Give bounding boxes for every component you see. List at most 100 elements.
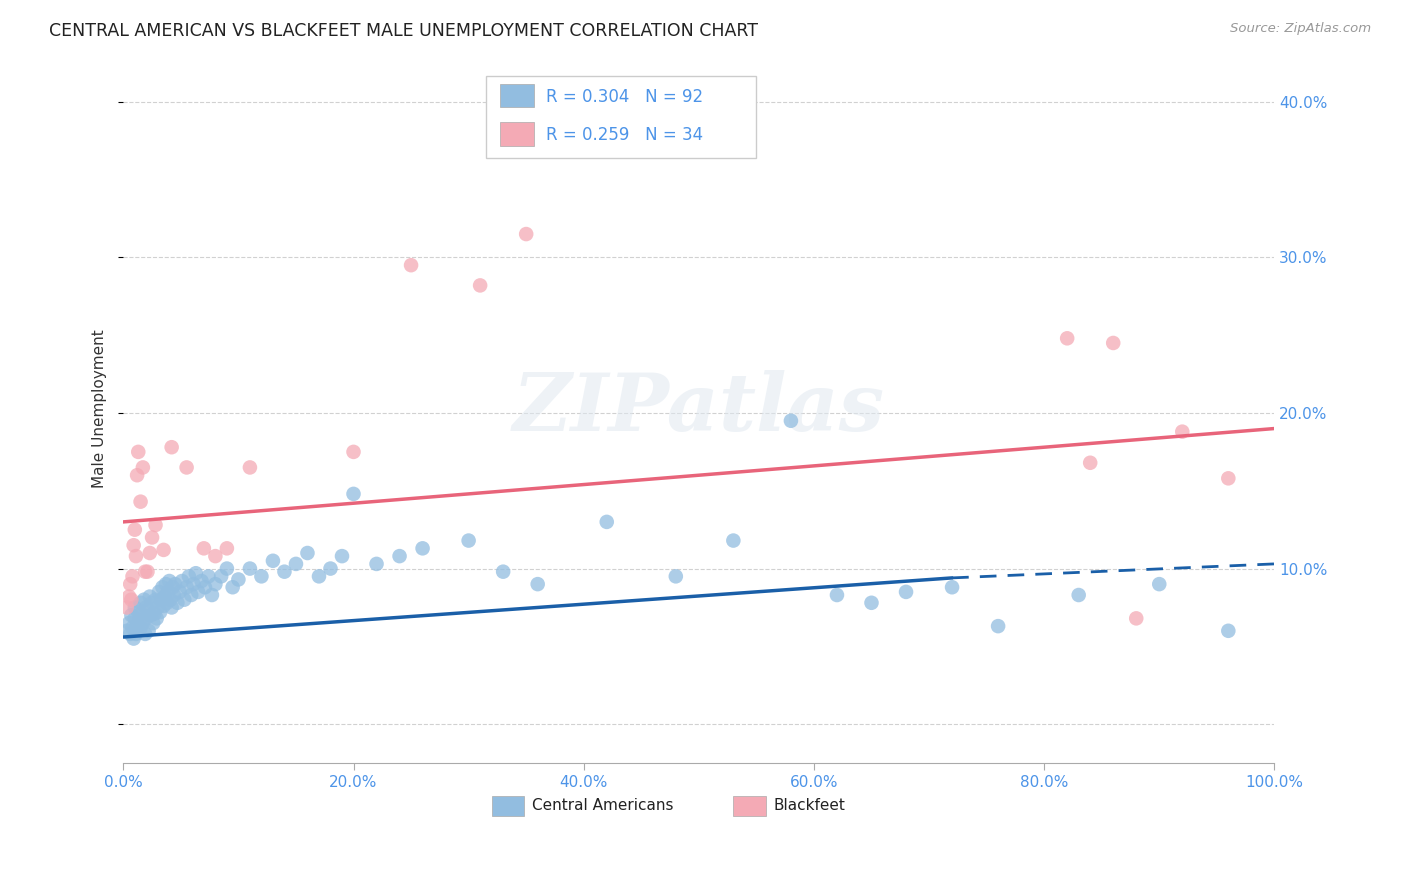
Point xyxy=(125,549,148,563)
Point xyxy=(342,487,364,501)
Point xyxy=(894,585,917,599)
Point xyxy=(221,580,243,594)
Point xyxy=(128,613,150,627)
Point xyxy=(176,580,198,594)
Point xyxy=(146,600,169,615)
Point xyxy=(162,580,184,594)
Text: ZIPatlas: ZIPatlas xyxy=(513,370,884,448)
Point xyxy=(297,546,319,560)
Point xyxy=(132,460,155,475)
Point xyxy=(120,627,142,641)
Point xyxy=(215,561,238,575)
FancyBboxPatch shape xyxy=(499,122,534,145)
Point xyxy=(1218,471,1240,485)
Point xyxy=(155,577,177,591)
Point xyxy=(173,592,195,607)
Point xyxy=(176,460,198,475)
Text: CENTRAL AMERICAN VS BLACKFEET MALE UNEMPLOYMENT CORRELATION CHART: CENTRAL AMERICAN VS BLACKFEET MALE UNEMP… xyxy=(49,22,758,40)
Point xyxy=(596,515,619,529)
Point xyxy=(262,554,284,568)
Point xyxy=(388,549,411,563)
Text: Central Americans: Central Americans xyxy=(531,798,673,813)
Point xyxy=(941,580,963,594)
Point xyxy=(149,605,172,619)
Point xyxy=(204,577,226,591)
Point xyxy=(118,615,141,630)
Point xyxy=(129,494,152,508)
Point xyxy=(209,569,232,583)
Point xyxy=(136,565,159,579)
Point xyxy=(665,569,688,583)
Point xyxy=(412,541,434,556)
Point xyxy=(127,605,149,619)
Point xyxy=(138,624,160,638)
Point xyxy=(330,549,353,563)
Point xyxy=(152,542,174,557)
Point xyxy=(124,611,146,625)
Point xyxy=(157,585,180,599)
Point xyxy=(723,533,745,548)
Point xyxy=(139,590,162,604)
Text: R = 0.259   N = 34: R = 0.259 N = 34 xyxy=(546,126,703,144)
Text: Blackfeet: Blackfeet xyxy=(773,798,845,813)
Point xyxy=(1067,588,1090,602)
Point xyxy=(166,596,188,610)
Point xyxy=(120,592,142,607)
Point xyxy=(141,596,163,610)
Point xyxy=(129,596,152,610)
Point xyxy=(134,627,156,641)
Point xyxy=(204,549,226,563)
Point xyxy=(124,523,146,537)
Point xyxy=(201,588,224,602)
Point xyxy=(122,538,145,552)
Point xyxy=(183,577,205,591)
Point xyxy=(987,619,1010,633)
Point xyxy=(342,445,364,459)
Text: Source: ZipAtlas.com: Source: ZipAtlas.com xyxy=(1230,22,1371,36)
Point xyxy=(1171,425,1194,439)
Point xyxy=(1125,611,1147,625)
Point xyxy=(145,518,167,533)
FancyBboxPatch shape xyxy=(486,77,756,158)
Point xyxy=(163,588,186,602)
Point xyxy=(860,596,883,610)
Point xyxy=(399,258,422,272)
FancyBboxPatch shape xyxy=(734,797,766,816)
Point xyxy=(121,569,143,583)
Point xyxy=(160,440,183,454)
Point xyxy=(273,565,295,579)
Point xyxy=(825,588,848,602)
Point xyxy=(239,460,262,475)
Point xyxy=(169,585,191,599)
Point xyxy=(308,569,330,583)
Y-axis label: Male Unemployment: Male Unemployment xyxy=(93,330,107,489)
Point xyxy=(142,615,165,630)
Point xyxy=(780,414,803,428)
Point xyxy=(143,607,166,621)
Point xyxy=(159,592,181,607)
Point xyxy=(127,619,149,633)
Point xyxy=(190,574,212,588)
Point xyxy=(156,596,179,610)
Point xyxy=(115,600,138,615)
Point xyxy=(457,533,479,548)
Point xyxy=(122,632,145,646)
Point xyxy=(194,580,217,594)
Point xyxy=(120,577,142,591)
Point xyxy=(125,627,148,641)
Point xyxy=(150,592,173,607)
Point xyxy=(153,590,176,604)
FancyBboxPatch shape xyxy=(499,84,534,107)
Point xyxy=(197,569,219,583)
Point xyxy=(187,585,209,599)
Point xyxy=(1056,331,1078,345)
Point xyxy=(120,608,142,623)
Point xyxy=(134,565,156,579)
Point xyxy=(515,227,537,241)
Point xyxy=(145,592,167,607)
Text: R = 0.304   N = 92: R = 0.304 N = 92 xyxy=(546,87,703,105)
Point xyxy=(184,566,207,581)
Point xyxy=(115,624,138,638)
Point xyxy=(180,588,202,602)
Point xyxy=(170,574,193,588)
